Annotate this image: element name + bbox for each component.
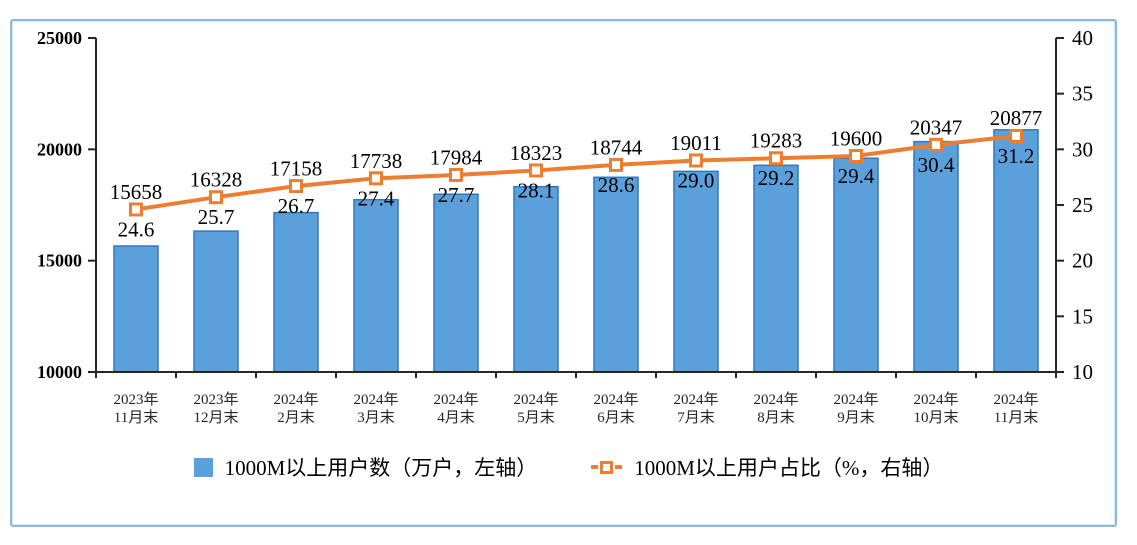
line-dash-icon (615, 465, 623, 469)
line-series-path (134, 133, 1018, 212)
legend: 1000M以上用户数（万户，左轴） 1000M以上用户占比（%，右轴） (0, 452, 1137, 482)
bar (913, 140, 959, 373)
line-marker (929, 137, 943, 152)
bar-series-label: 1000M以上用户数（万户，左轴） (224, 456, 538, 480)
line-pct-label: 31.2 (998, 144, 1035, 168)
line-pct-label: 28.1 (518, 178, 555, 202)
bar-value-label: 16328 (190, 168, 243, 192)
x-axis-label: 2024年 6月末 (593, 391, 638, 426)
right-axis-tick-label: 15 (1072, 304, 1093, 328)
bar (353, 198, 399, 373)
bar (513, 185, 559, 373)
bar (833, 157, 879, 373)
right-axis-tick-label: 20 (1072, 249, 1093, 273)
bar (113, 245, 159, 373)
line-square-marker-icon (600, 460, 614, 474)
bar (593, 176, 639, 373)
left-axis-tick-label: 10000 (37, 362, 82, 382)
line-pct-label: 27.4 (358, 186, 395, 210)
bar (193, 230, 239, 373)
bar-value-label: 18323 (510, 141, 563, 165)
bar-value-label: 20877 (990, 106, 1043, 130)
bar-value-label: 20347 (910, 115, 963, 139)
left-axis-tick-label: 15000 (37, 251, 82, 271)
bar-value-label: 19011 (670, 131, 722, 155)
x-axis-label: 2023年 12月末 (193, 391, 238, 426)
bar (433, 193, 479, 373)
line-pct-label: 27.7 (438, 183, 475, 207)
line-marker (369, 171, 383, 186)
line-pct-label: 24.6 (118, 217, 155, 241)
bar-value-label: 18744 (590, 135, 643, 159)
line-pct-label: 29.0 (678, 168, 715, 192)
left-axis-tick-label: 25000 (37, 28, 82, 48)
line-pct-label: 26.7 (278, 194, 315, 218)
right-axis-tick-label: 30 (1072, 137, 1093, 161)
bar (753, 164, 799, 373)
line-marker (849, 149, 863, 164)
line-marker (209, 190, 223, 205)
bar-value-label: 15658 (110, 180, 163, 204)
bar-value-label: 17984 (430, 145, 483, 169)
x-axis-label: 2023年 11月末 (113, 391, 158, 426)
left-axis-tick-label: 20000 (37, 139, 82, 159)
line-series-marker-icon (591, 460, 623, 474)
bar-value-label: 17738 (350, 149, 403, 173)
bar-series-swatch-icon (193, 457, 213, 477)
line-marker (449, 167, 463, 182)
line-pct-label: 25.7 (198, 205, 235, 229)
x-axis-label: 2024年 9月末 (833, 391, 878, 426)
line-dash-icon (591, 465, 599, 469)
x-axis-label: 2024年 3月末 (353, 391, 398, 426)
x-axis-label: 2024年 7月末 (673, 391, 718, 426)
right-axis-tick-label: 35 (1072, 82, 1093, 106)
x-axis-label: 2024年 8月末 (753, 391, 798, 426)
x-axis-label: 2024年 5月末 (513, 391, 558, 426)
right-axis-tick-label: 10 (1072, 360, 1093, 384)
bar (673, 170, 719, 373)
line-pct-label: 28.6 (598, 173, 635, 197)
x-axis-label: 2024年 2月末 (273, 391, 318, 426)
x-axis-label: 2024年 10月末 (913, 391, 958, 426)
bar (273, 211, 319, 373)
bar-value-label: 19283 (750, 129, 803, 153)
line-pct-label: 29.2 (758, 166, 795, 190)
line-pct-label: 30.4 (918, 153, 955, 177)
line-marker (609, 157, 623, 172)
x-axis-label: 2024年 4月末 (433, 391, 478, 426)
line-marker (529, 163, 543, 178)
right-axis-tick-label: 40 (1072, 26, 1093, 50)
right-axis-tick-label: 25 (1072, 193, 1093, 217)
line-marker (769, 151, 783, 166)
line-marker (289, 179, 303, 194)
line-series-label: 1000M以上用户占比（%，右轴） (634, 456, 944, 480)
legend-item-line-series: 1000M以上用户占比（%，右轴） (591, 452, 943, 482)
line-pct-label: 29.4 (838, 164, 875, 188)
line-marker (1009, 128, 1023, 143)
bar-value-label: 19600 (830, 127, 883, 151)
bar-value-label: 17158 (270, 157, 323, 181)
line-marker (689, 153, 703, 168)
x-axis-label: 2024年 11月末 (993, 391, 1038, 426)
line-marker (129, 202, 143, 217)
legend-item-bar-series: 1000M以上用户数（万户，左轴） (193, 452, 538, 482)
